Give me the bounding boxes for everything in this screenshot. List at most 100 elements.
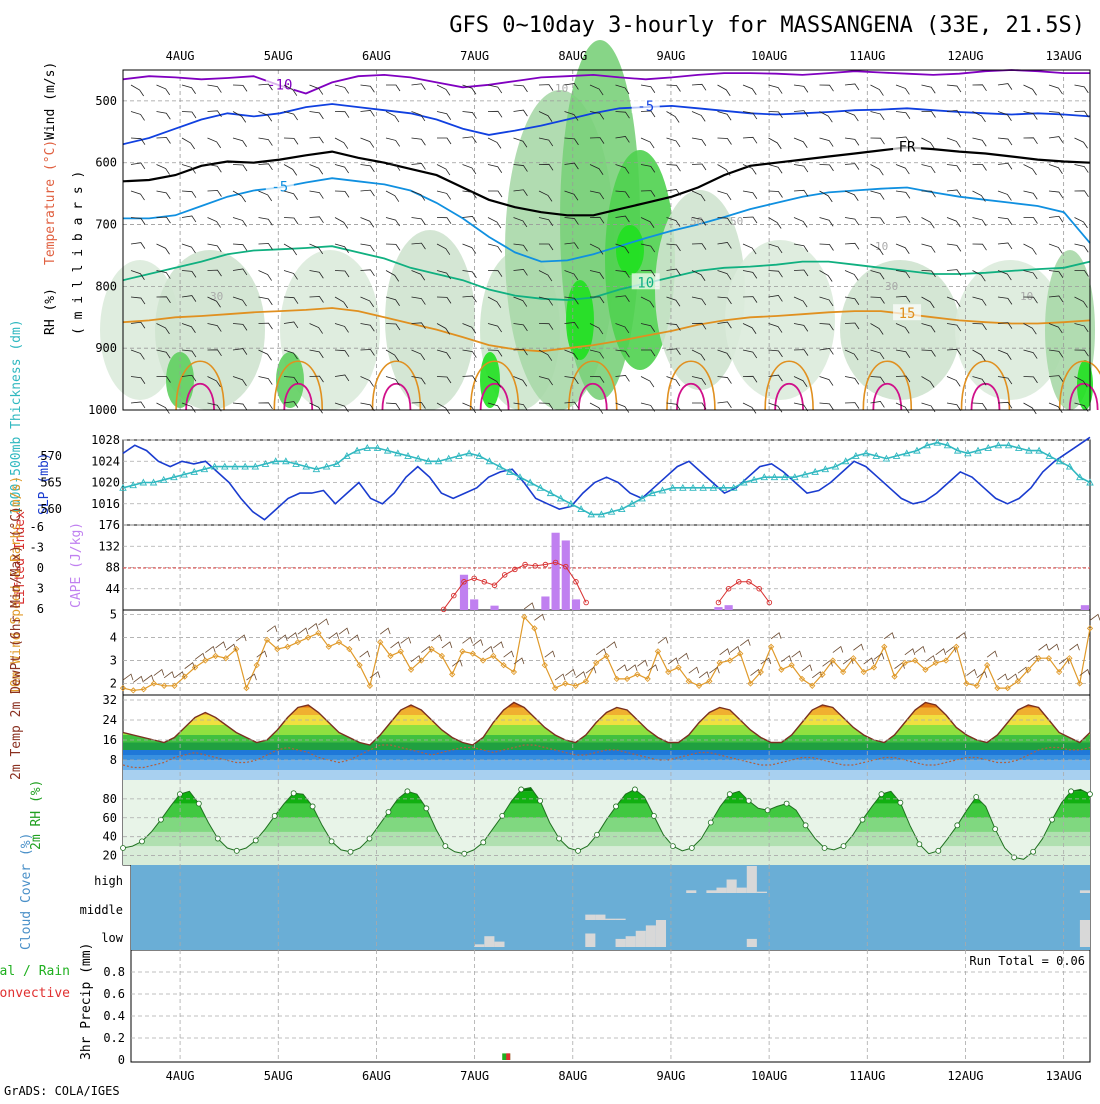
wind-barb: [411, 270, 426, 281]
wind-barb: [1048, 190, 1064, 199]
cloud-low-bar: [484, 936, 495, 947]
wind10m-point: [510, 668, 518, 676]
wind-barb: [692, 402, 707, 410]
wind-barb: [258, 402, 273, 410]
wind-barb: [181, 374, 197, 382]
wind-barb: [717, 111, 732, 121]
temperature-lobe: [1058, 360, 1100, 411]
wind-barb: [258, 376, 273, 385]
thickness-point: [862, 449, 870, 457]
wind-barb: [972, 376, 987, 386]
wind10m-point: [829, 657, 836, 664]
wind-barb: [258, 270, 272, 281]
footer-credit: GrADS: COLA/IGES: [4, 1084, 120, 1098]
wind10m-barb: [863, 657, 875, 665]
cape-ylabels: Lifted Index CAPE (J/kg): [13, 511, 84, 608]
wind-barb: [156, 376, 171, 383]
wind10m-point: [911, 657, 919, 664]
wind-barb: [462, 349, 477, 358]
cloud-low-bar: [625, 936, 636, 947]
top-date-label: 4AUG: [166, 49, 195, 63]
pressure-tick-label: 700: [95, 218, 117, 232]
wind-barb: [1048, 323, 1063, 334]
wind10m-point: [613, 675, 620, 683]
wind10m-barb: [595, 648, 607, 656]
temp2m-line: [122, 701, 1091, 746]
wind-barb: [232, 217, 247, 227]
wind10m-barb: [1089, 613, 1100, 621]
contour-label-bg: [265, 177, 294, 194]
wind-barb: [793, 137, 808, 148]
lifted-index-tick-label: 6: [37, 602, 44, 616]
temp2m-tick-label: 8: [110, 753, 117, 767]
wind-barb: [258, 217, 273, 226]
wind-barb: [768, 137, 782, 150]
rh-blob: [1077, 360, 1093, 410]
wind-barb: [870, 190, 885, 200]
wind-barb: [640, 84, 656, 93]
temperature-contour-line: [122, 146, 1091, 217]
wind-barb: [411, 322, 426, 330]
wind10m-barb: [277, 634, 288, 642]
wind-barb: [666, 189, 681, 196]
rh2m-point: [632, 786, 638, 793]
rh2m-point: [366, 835, 373, 842]
wind-barb: [921, 323, 936, 333]
wind-barb: [309, 296, 324, 303]
wind-barb: [742, 216, 758, 224]
rh2m-point: [404, 788, 411, 795]
wind-barb: [309, 375, 324, 383]
cloud-middle-bar: [585, 914, 596, 920]
wind10m-point: [315, 629, 322, 637]
wind-barb: [360, 323, 375, 332]
wind-barb: [1048, 84, 1063, 95]
thickness-point: [404, 451, 412, 459]
wind-barb: [819, 296, 834, 307]
wind-barb: [1023, 296, 1038, 304]
wind-barb: [130, 296, 146, 305]
cloud-high-bar: [746, 866, 757, 893]
temperature-lobe: [175, 360, 225, 411]
wind-barb: [513, 323, 528, 332]
wind-barb: [997, 322, 1013, 329]
temperature-lobe: [666, 360, 716, 411]
wind-barb: [844, 83, 860, 91]
wind-barb: [207, 349, 222, 357]
wind10m-point: [994, 684, 1001, 692]
wind10m-point: [202, 657, 209, 664]
wind-barb: [615, 323, 630, 334]
wind-barb: [615, 190, 630, 199]
wind-barb: [997, 162, 1013, 170]
wind-barb: [819, 270, 833, 282]
thickness-point: [129, 481, 137, 489]
pressure-tick-label: 900: [95, 341, 117, 355]
thickness-point: [801, 470, 809, 478]
contour-label-bg: [631, 273, 660, 290]
thickness-point: [648, 489, 657, 497]
temp2m-axis-label: 2m Temp 2m DewPt (6hr Min/Max) (°C): [9, 506, 24, 780]
wind-barb: [513, 296, 528, 307]
wind-barb: [258, 322, 273, 330]
wind-barb: [742, 243, 757, 255]
wind10m-point: [716, 659, 723, 666]
thickness-point: [373, 444, 382, 451]
cloud-middle-bar: [595, 914, 606, 920]
wind-barb: [156, 111, 171, 120]
wind-barb: [870, 376, 885, 384]
lifted-index-point: [756, 585, 762, 592]
wind-barb: [717, 137, 732, 145]
thickness-point: [903, 449, 911, 457]
wind-barb: [1048, 402, 1063, 413]
wind-barb: [589, 216, 605, 224]
wind-barb: [462, 216, 477, 223]
wind-barb: [793, 243, 809, 252]
wind-barb: [666, 402, 681, 411]
wind10m-barb: [1048, 643, 1060, 651]
upper-air-ylabels: RH (%) Temperature (°C) Wind (m/s) ( m i…: [43, 62, 86, 335]
wind-barb: [666, 348, 681, 356]
wind10m-barb: [801, 664, 813, 672]
wind-barb: [666, 217, 681, 227]
slp-axis-label: SLP (mb): [37, 452, 52, 515]
wind-barb: [538, 270, 553, 282]
